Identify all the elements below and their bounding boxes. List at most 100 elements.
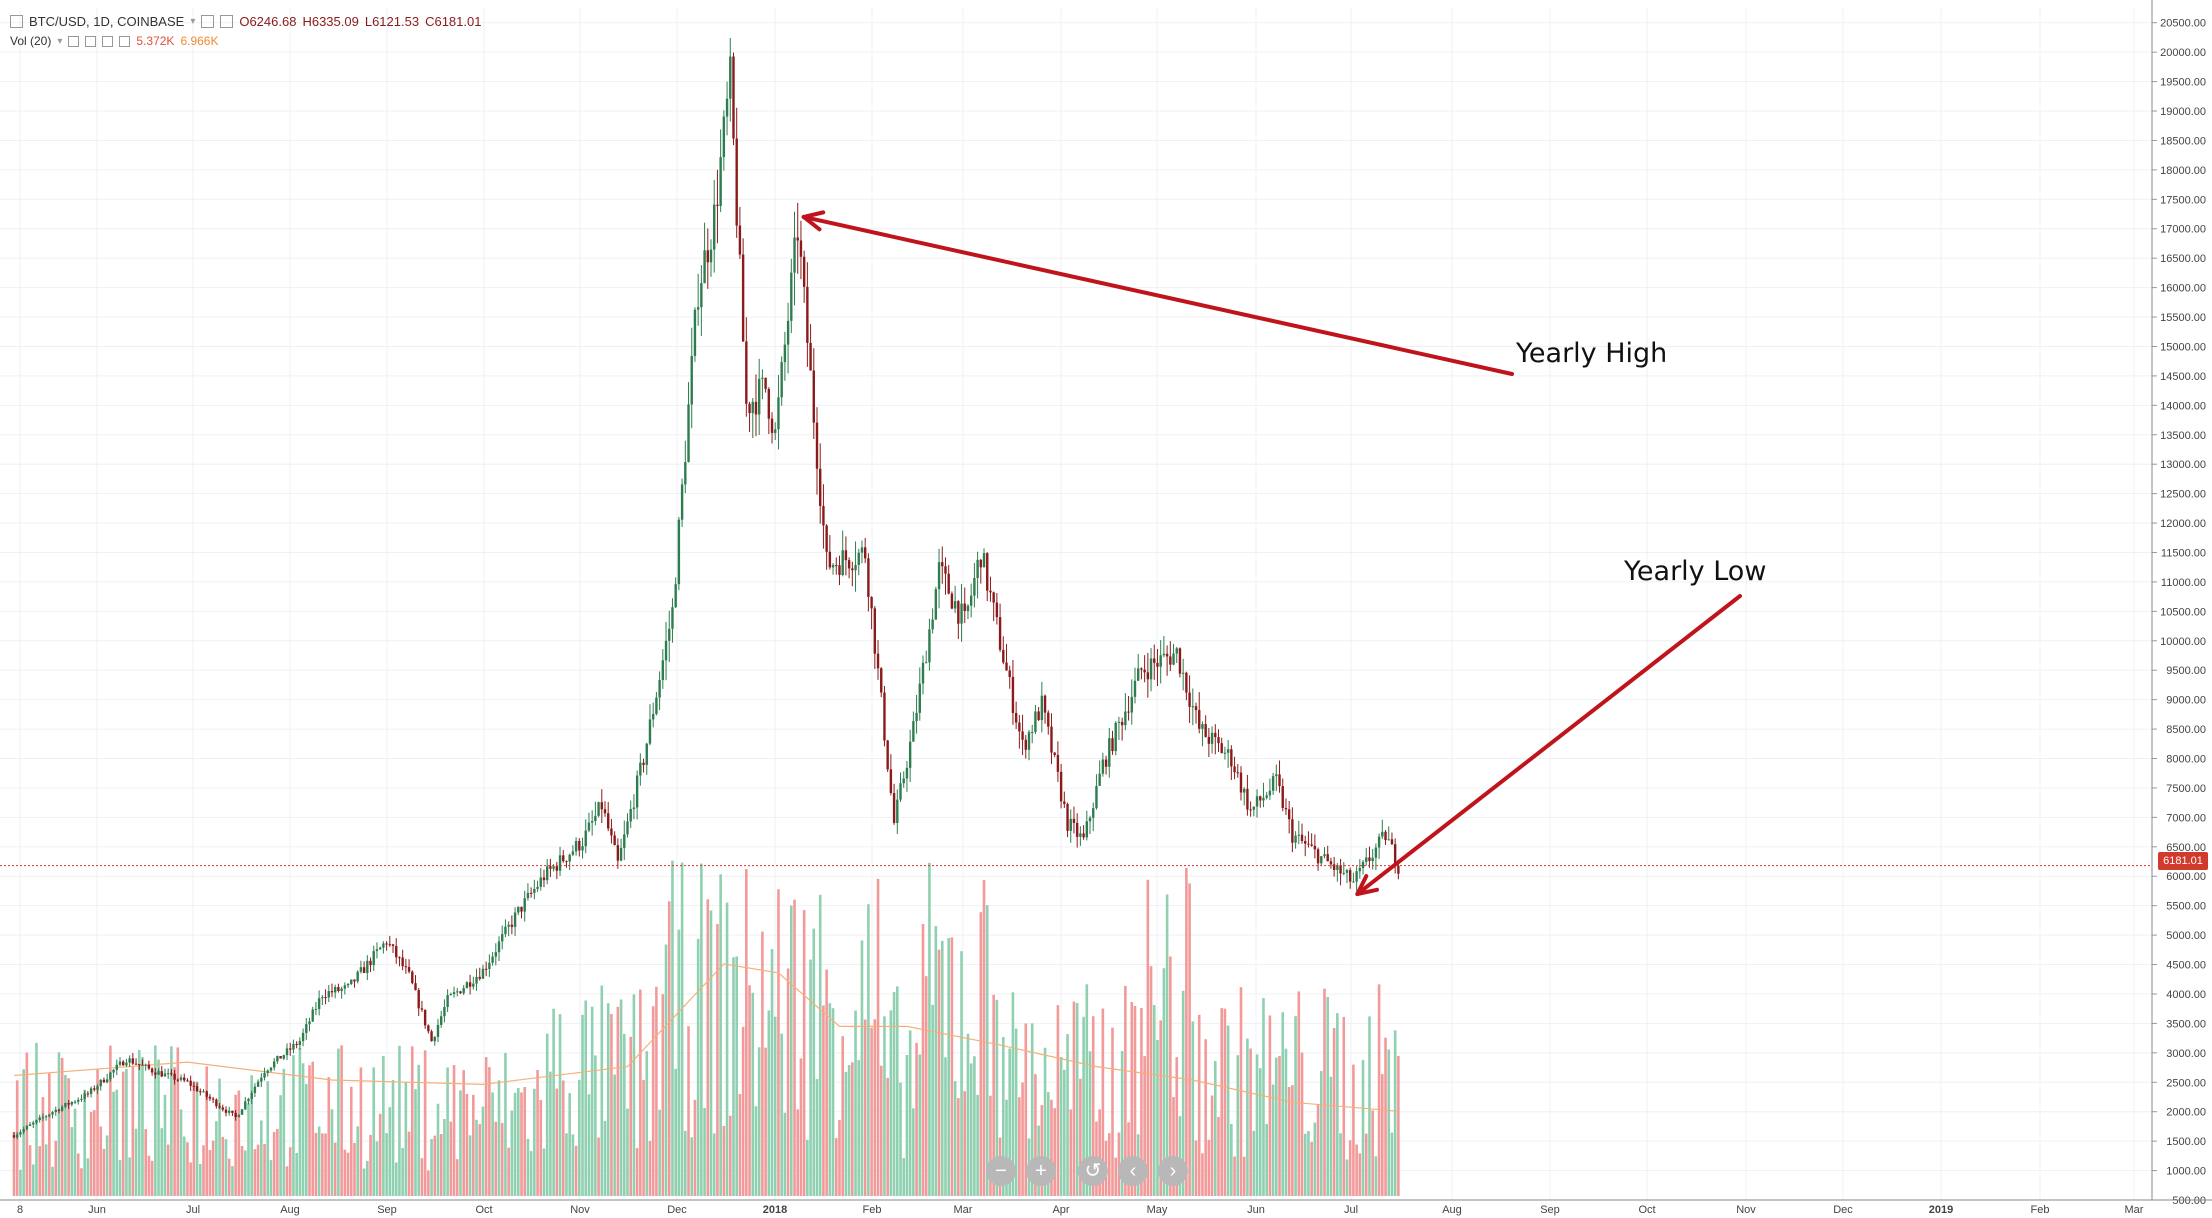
volume-bar	[407, 1131, 411, 1196]
candle-body	[272, 1061, 276, 1068]
candle-body	[748, 403, 751, 414]
candle-body	[484, 968, 488, 970]
x-tick-label: Feb	[863, 1204, 882, 1216]
volume-bar	[150, 1160, 154, 1196]
candle-body	[1014, 712, 1018, 723]
settings-icon[interactable]	[85, 35, 97, 47]
candle-body	[1393, 844, 1397, 866]
candle-body	[356, 971, 359, 982]
volume-bar	[125, 1068, 128, 1196]
candle-body	[629, 809, 632, 822]
candle-body	[446, 995, 449, 1007]
volume-bar	[1220, 1008, 1224, 1196]
candle-body	[655, 697, 658, 715]
volume-bar	[382, 1055, 385, 1196]
candle-body	[1079, 833, 1082, 837]
volume-bar	[343, 1149, 347, 1196]
candle-body	[1345, 870, 1349, 873]
scroll-left-button[interactable]: ‹	[1118, 1156, 1148, 1186]
candle-body	[292, 1043, 295, 1050]
candle-body	[417, 990, 420, 1009]
volume-bar	[732, 957, 735, 1196]
chevron-down-icon[interactable]: ▾	[57, 35, 63, 47]
volume-bar	[452, 1065, 456, 1196]
candle-body	[770, 418, 774, 433]
reset-button[interactable]: ↺	[1078, 1156, 1108, 1186]
volume-bar	[430, 1139, 433, 1196]
volume-bar	[311, 1061, 315, 1196]
volume-bar	[1236, 1055, 1240, 1196]
volume-bar	[333, 1142, 337, 1196]
candle-body	[520, 906, 523, 912]
candle-body	[603, 809, 607, 814]
candle-body	[587, 822, 591, 831]
volume-bar	[433, 1135, 437, 1196]
volume-bar	[179, 1109, 183, 1196]
candle-body	[54, 1109, 57, 1113]
candle-body	[1175, 648, 1178, 654]
candle-body	[401, 957, 404, 967]
close-icon[interactable]	[119, 35, 131, 47]
close-icon[interactable]	[220, 15, 234, 28]
candle-body	[298, 1041, 302, 1046]
candle-body	[648, 719, 652, 744]
candle-body	[1043, 695, 1047, 713]
candle-body	[642, 762, 645, 765]
volume-bar	[581, 1014, 584, 1196]
volume-bar	[102, 1148, 106, 1196]
settings-icon[interactable]	[201, 15, 215, 28]
zoom-out-button[interactable]: −	[986, 1156, 1016, 1186]
zoom-in-button[interactable]: +	[1026, 1156, 1056, 1186]
volume-bar	[285, 1166, 289, 1196]
candle-body	[671, 607, 674, 629]
volume-bar	[475, 1119, 478, 1196]
y-tick-label: 1000.00	[2166, 1166, 2206, 1178]
volume-bar	[166, 1144, 170, 1196]
candle-body	[889, 769, 893, 793]
candle-body	[664, 640, 668, 661]
volume-bar	[1300, 1052, 1304, 1196]
volume-bar	[340, 1045, 343, 1196]
volume-bar	[1303, 1133, 1307, 1196]
chevron-down-icon[interactable]: ▾	[190, 16, 196, 27]
volume-bar	[93, 1110, 96, 1196]
volume-bar	[1005, 1099, 1008, 1196]
candle-body	[195, 1086, 199, 1092]
open-value: O6246.68	[239, 14, 297, 29]
candle-body	[1217, 737, 1220, 744]
volume-bar	[979, 912, 983, 1196]
volume-bar	[626, 1108, 629, 1196]
volume-bar	[879, 1065, 883, 1196]
x-tick-label: Jun	[88, 1204, 106, 1216]
candle-body	[581, 846, 584, 851]
volume-bar	[510, 1110, 514, 1196]
collapse-icon[interactable]	[10, 15, 23, 28]
candle-body	[160, 1071, 163, 1077]
volume-bar	[404, 1082, 408, 1196]
candle-body	[783, 344, 787, 362]
volume-bar	[555, 1088, 559, 1196]
candle-body	[1092, 808, 1095, 818]
candle-body	[947, 573, 950, 594]
volume-bar	[459, 1090, 462, 1196]
volume-bar	[76, 1153, 80, 1196]
y-tick-label: 3500.00	[2166, 1018, 2206, 1030]
volume-bar	[761, 931, 764, 1196]
eye-icon[interactable]	[68, 35, 80, 47]
add-icon[interactable]	[102, 35, 114, 47]
volume-bar	[976, 1094, 979, 1196]
volume-bar	[1268, 1015, 1272, 1196]
candle-body	[128, 1058, 131, 1063]
candle-body	[626, 821, 629, 835]
volume-bar	[1233, 1156, 1236, 1196]
candle-body	[921, 662, 925, 684]
candle-body	[150, 1068, 154, 1073]
candle-body	[1027, 732, 1031, 750]
volume-bar	[536, 1070, 539, 1196]
candle-body	[125, 1062, 128, 1066]
scroll-right-button[interactable]: ›	[1158, 1156, 1188, 1186]
volume-bar	[195, 1081, 199, 1196]
candle-body	[1008, 670, 1011, 677]
candle-body	[173, 1073, 176, 1080]
